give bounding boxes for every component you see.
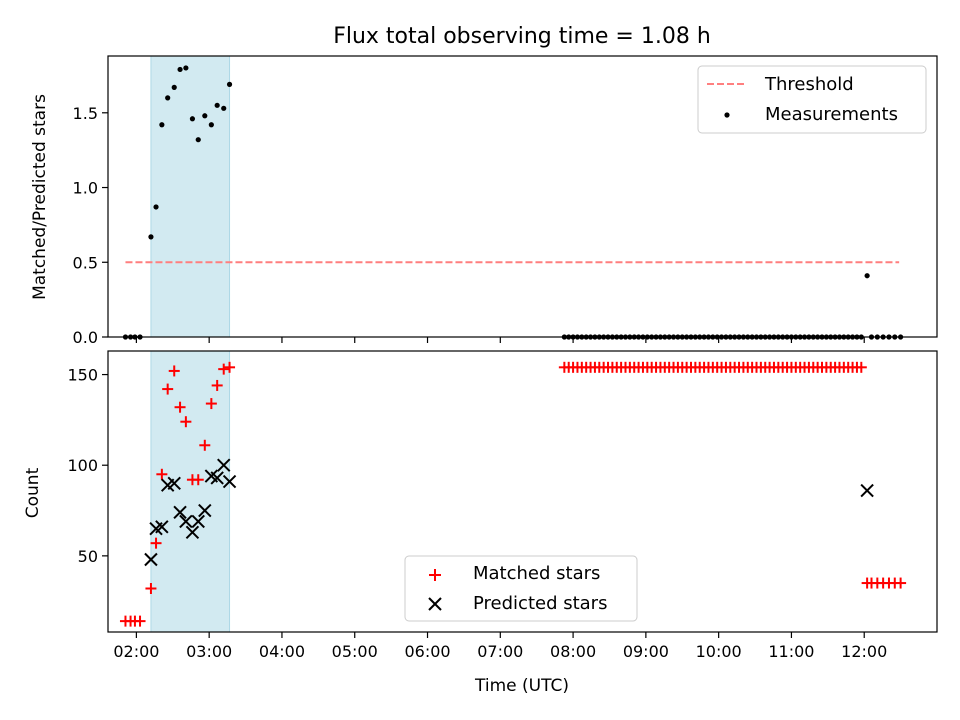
- x-tick-label: 08:00: [550, 642, 596, 661]
- matched-stars-series: [119, 361, 907, 627]
- matched-point: [192, 474, 204, 486]
- x-tick-label: 05:00: [332, 642, 378, 661]
- bottom-y-tick-label: 150: [67, 366, 98, 385]
- legend-matched-label: Matched stars: [473, 563, 600, 584]
- matched-point: [168, 365, 180, 377]
- legend-threshold-label: Threshold: [764, 74, 854, 95]
- matched-point: [134, 615, 146, 627]
- predicted-point: [167, 476, 181, 491]
- predicted-point: [191, 514, 205, 529]
- bottom-axes-frame: [107, 350, 938, 633]
- measurement-point: [195, 137, 201, 143]
- measurement-point: [202, 113, 208, 119]
- top-legend-frame: [697, 65, 927, 134]
- predicted-point: [198, 503, 212, 518]
- top-legend: Threshold Measurements: [697, 65, 927, 134]
- x-tick-label: 07:00: [477, 642, 523, 661]
- x-tick-label: 09:00: [623, 642, 669, 661]
- matched-point: [218, 363, 230, 375]
- x-tick-label: 02:00: [113, 642, 159, 661]
- measurement-point: [221, 105, 227, 111]
- bottom-y-tick-label: 50: [78, 547, 98, 566]
- measurement-point: [171, 84, 177, 90]
- measurement-point: [159, 122, 165, 128]
- predicted-point: [222, 474, 237, 489]
- top-y-tick-label: 1.0: [73, 179, 98, 198]
- chart-title: Flux total observing time = 1.08 h: [333, 24, 711, 49]
- measurement-point: [226, 81, 233, 87]
- predicted-point: [179, 514, 193, 529]
- top-highlight-span: [150, 55, 231, 338]
- predicted-stars-series: [144, 458, 874, 567]
- top-y-axis-label: Matched/Predicted stars: [30, 94, 50, 300]
- x-tick-label: 03:00: [186, 642, 232, 661]
- predicted-point: [144, 552, 158, 567]
- bottom-y-tick-label: 100: [67, 456, 98, 475]
- matched-point: [150, 537, 162, 549]
- predicted-point: [173, 505, 187, 520]
- x-tick-label: 11:00: [768, 642, 814, 661]
- legend-predicted-swatch: [428, 597, 442, 611]
- matched-point: [199, 439, 211, 451]
- measurement-point: [208, 122, 214, 128]
- matched-point: [156, 468, 168, 480]
- measurement-point: [189, 116, 196, 122]
- legend-measurements-swatch: [724, 112, 730, 118]
- matched-point: [205, 398, 217, 410]
- top-panel: 0.0 0.5 1.0 1.5: [73, 55, 938, 347]
- predicted-point: [185, 525, 200, 539]
- bottom-y-axis-label: Count: [23, 467, 43, 518]
- x-axis-label: Time (UTC): [474, 676, 569, 696]
- measurement-point: [153, 204, 159, 210]
- x-tick-label: 12:00: [841, 642, 887, 661]
- measurement-point: [177, 66, 183, 73]
- matched-point: [174, 401, 186, 413]
- top-y-tick-label: 0.0: [73, 328, 98, 347]
- bottom-panel: 50 100 150 02:00 03:00 04:00 05:00 06:00 07:00 08…: [67, 350, 938, 661]
- matched-point: [224, 361, 236, 373]
- measurement-point: [214, 102, 220, 108]
- measurement-point: [864, 273, 870, 279]
- top-axes-frame: [107, 55, 938, 338]
- bottom-legend: Matched stars Predicted stars: [404, 555, 638, 622]
- bottom-legend-frame: [404, 555, 638, 622]
- matched-point: [145, 582, 157, 594]
- predicted-point: [155, 520, 169, 534]
- measurement-point: [148, 234, 154, 240]
- legend-predicted-label: Predicted stars: [473, 593, 607, 614]
- legend-measurements-label: Measurements: [765, 104, 898, 125]
- top-y-tick-label: 0.5: [73, 253, 98, 272]
- x-tick-label: 06:00: [404, 642, 450, 661]
- matched-point: [211, 379, 223, 391]
- x-tick-label: 04:00: [259, 642, 305, 661]
- matched-point: [855, 361, 867, 373]
- measurement-point: [183, 65, 189, 71]
- measurement-point: [165, 95, 171, 101]
- matched-point: [895, 577, 907, 589]
- x-tick-label: 10:00: [696, 642, 742, 661]
- top-y-tick-label: 1.5: [73, 104, 98, 123]
- predicted-point: [860, 483, 874, 498]
- predicted-point: [217, 458, 231, 472]
- bottom-highlight-span: [150, 350, 231, 633]
- legend-matched-swatch: [429, 569, 441, 581]
- matched-point: [162, 383, 174, 395]
- matched-point: [180, 416, 192, 428]
- predicted-point: [210, 471, 224, 485]
